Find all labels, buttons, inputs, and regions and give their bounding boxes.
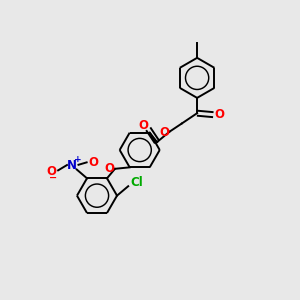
Text: O: O [105,162,115,175]
Text: O: O [138,119,148,132]
Text: O: O [88,156,98,169]
Text: O: O [47,165,57,178]
Text: N: N [67,158,77,172]
Text: O: O [215,108,225,121]
Text: Cl: Cl [130,176,143,189]
Text: +: + [74,155,81,164]
Text: −: − [50,173,58,183]
Text: O: O [159,126,170,140]
